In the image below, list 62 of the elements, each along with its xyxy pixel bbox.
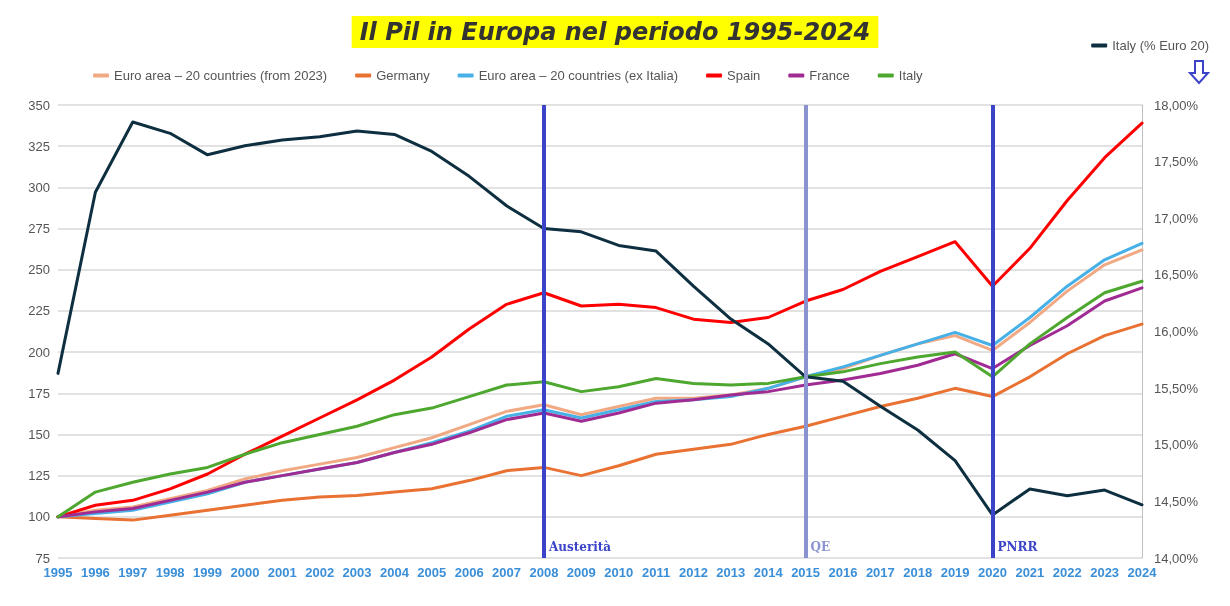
legend-label: Spain <box>727 68 761 83</box>
x-tick-label: 1997 <box>118 565 148 580</box>
x-tick-label: 1995 <box>43 565 73 580</box>
y2-tick-label: 14,50% <box>1154 493 1199 509</box>
x-tick-label: 2019 <box>940 565 970 580</box>
x-tick-label: 2001 <box>267 565 297 580</box>
x-tick-label: 2008 <box>529 565 559 580</box>
y-tick-label: 200 <box>28 344 50 360</box>
x-tick-label: 2011 <box>641 565 671 580</box>
y-tick-label: 350 <box>28 97 50 113</box>
x-tick-label: 2002 <box>305 565 335 580</box>
x-tick-label: 2004 <box>379 565 410 580</box>
x-tick-label: 1998 <box>155 565 185 580</box>
x-tick-label: 2012 <box>678 565 708 580</box>
y-tick-label: 150 <box>28 426 50 442</box>
y-tick-label: 125 <box>28 468 50 484</box>
x-tick-label: 2000 <box>230 565 260 580</box>
y2-tick-label: 17,00% <box>1154 210 1199 226</box>
legend-label: France <box>809 68 850 83</box>
y2-tick-label: 14,00% <box>1154 550 1199 566</box>
x-tick-label: 2007 <box>492 565 522 580</box>
x-tick-label: 2017 <box>865 565 895 580</box>
ref-line-label: PNRR <box>997 540 1039 554</box>
x-tick-label: 1996 <box>80 565 110 580</box>
y-tick-label: 300 <box>28 179 50 195</box>
ref-line-label: Austerità <box>547 540 612 554</box>
x-tick-label: 2023 <box>1090 565 1120 580</box>
chart-title: Il Pil in Europa nel periodo 1995-2024 <box>359 18 871 46</box>
y2-tick-label: 17,50% <box>1154 154 1199 170</box>
y-tick-label: 100 <box>28 509 50 525</box>
legend-label: Italy (% Euro 20) <box>1112 38 1210 53</box>
y2-tick-label: 16,00% <box>1154 324 1199 339</box>
legend-label: Italy <box>898 68 924 83</box>
x-tick-label: 2003 <box>342 565 372 580</box>
x-tick-label: 1999 <box>193 565 222 580</box>
y-tick-label: 325 <box>28 138 50 154</box>
x-tick-label: 2015 <box>791 565 821 580</box>
x-tick-label: 2009 <box>566 565 596 580</box>
y2-tick-label: 15,50% <box>1154 380 1199 396</box>
x-tick-label: 2013 <box>716 565 746 580</box>
x-tick-label: 2016 <box>828 565 858 580</box>
legend-label: Euro area – 20 countries (ex Italia) <box>478 68 679 83</box>
y-tick-label: 275 <box>28 221 50 237</box>
y-tick-label: 175 <box>28 385 50 401</box>
legend-label: Euro area – 20 countries (from 2023) <box>114 68 328 83</box>
x-tick-label: 2006 <box>454 565 484 580</box>
x-tick-label: 2022 <box>1052 565 1082 580</box>
y-tick-label: 225 <box>28 303 50 319</box>
x-tick-label: 2020 <box>978 565 1007 580</box>
x-tick-label: 2014 <box>753 565 784 580</box>
y-tick-label: 250 <box>28 262 50 278</box>
ref-line-label: QE <box>810 540 831 554</box>
x-tick-label: 2010 <box>604 565 634 580</box>
x-tick-label: 2018 <box>903 565 933 580</box>
legend-label: Germany <box>376 68 431 83</box>
x-tick-label: 2024 <box>1127 565 1158 580</box>
y-tick-label: 75 <box>35 550 50 566</box>
x-tick-label: 2021 <box>1015 565 1045 580</box>
y2-tick-label: 15,00% <box>1154 437 1199 453</box>
y2-tick-label: 16,50% <box>1154 267 1199 283</box>
x-tick-label: 2005 <box>417 565 447 580</box>
y2-tick-label: 18,00% <box>1154 97 1199 113</box>
